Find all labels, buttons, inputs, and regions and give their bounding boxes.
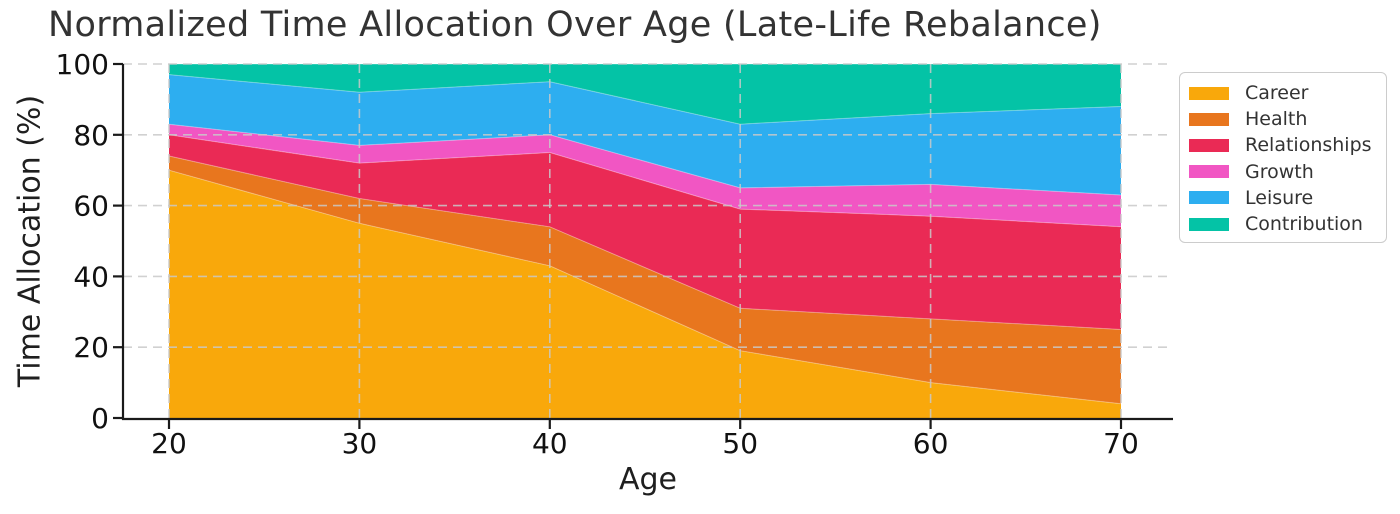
area-edge-relationships [168,134,1122,228]
legend-swatch-leisure [1189,191,1229,205]
legend-item-career: Career [1189,80,1386,106]
y-tick-label-20: 20 [73,331,109,364]
legend-label: Leisure [1245,186,1314,209]
area-contribution [169,64,1121,125]
legend-swatch-health [1189,112,1229,126]
legend-label: Growth [1245,160,1314,183]
area-health [169,156,1121,404]
x-tick-label-20: 20 [151,427,187,460]
legend-label: Relationships [1245,134,1372,157]
x-tick-label-40: 40 [532,427,568,460]
x-axis-label: Age [618,462,678,497]
areas-group [169,64,1121,418]
area-edge-leisure [168,74,1122,125]
legend-swatch-growth [1189,165,1229,179]
area-edge-health [168,155,1122,330]
area-edge-career [168,169,1122,405]
legend: Career Health Relationships Growth Leisure Co… [1179,72,1387,243]
y-tick-label-80: 80 [73,119,109,152]
area-edge-growth [168,123,1122,196]
area-edges-group [168,63,1122,405]
legend-item-relationships: Relationships [1189,132,1386,158]
x-tick-label-50: 50 [722,427,758,460]
legend-item-growth: Growth [1189,159,1386,185]
axes-group [113,62,1173,429]
y-tick-label-100: 100 [56,48,109,81]
legend-swatch-contribution [1189,217,1229,231]
grid-group [123,63,1173,419]
area-growth [169,124,1121,227]
y-tick-label-40: 40 [73,260,109,293]
chart-title: Normalized Time Allocation Over Age (Lat… [48,5,1102,45]
x-tick-label-30: 30 [342,427,378,460]
legend-item-leisure: Leisure [1189,185,1386,211]
area-leisure [169,74,1121,195]
x-tick-label-60: 60 [913,427,949,460]
legend-item-health: Health [1189,106,1386,132]
x-tick-label-70: 70 [1103,427,1139,460]
legend-item-contribution: Contribution [1189,211,1386,237]
legend-label: Contribution [1245,213,1363,236]
legend-label: Career [1245,82,1309,105]
area-relationships [169,134,1121,330]
area-career [169,170,1121,418]
tick-labels-group: 0 20 40 60 80 100 20 30 40 50 60 70 [56,48,1139,460]
legend-label: Health [1245,108,1308,131]
y-tick-label-60: 60 [73,190,109,223]
y-tick-label-0: 0 [91,402,109,435]
legend-swatch-career [1189,86,1229,100]
legend-swatch-relationships [1189,138,1229,152]
